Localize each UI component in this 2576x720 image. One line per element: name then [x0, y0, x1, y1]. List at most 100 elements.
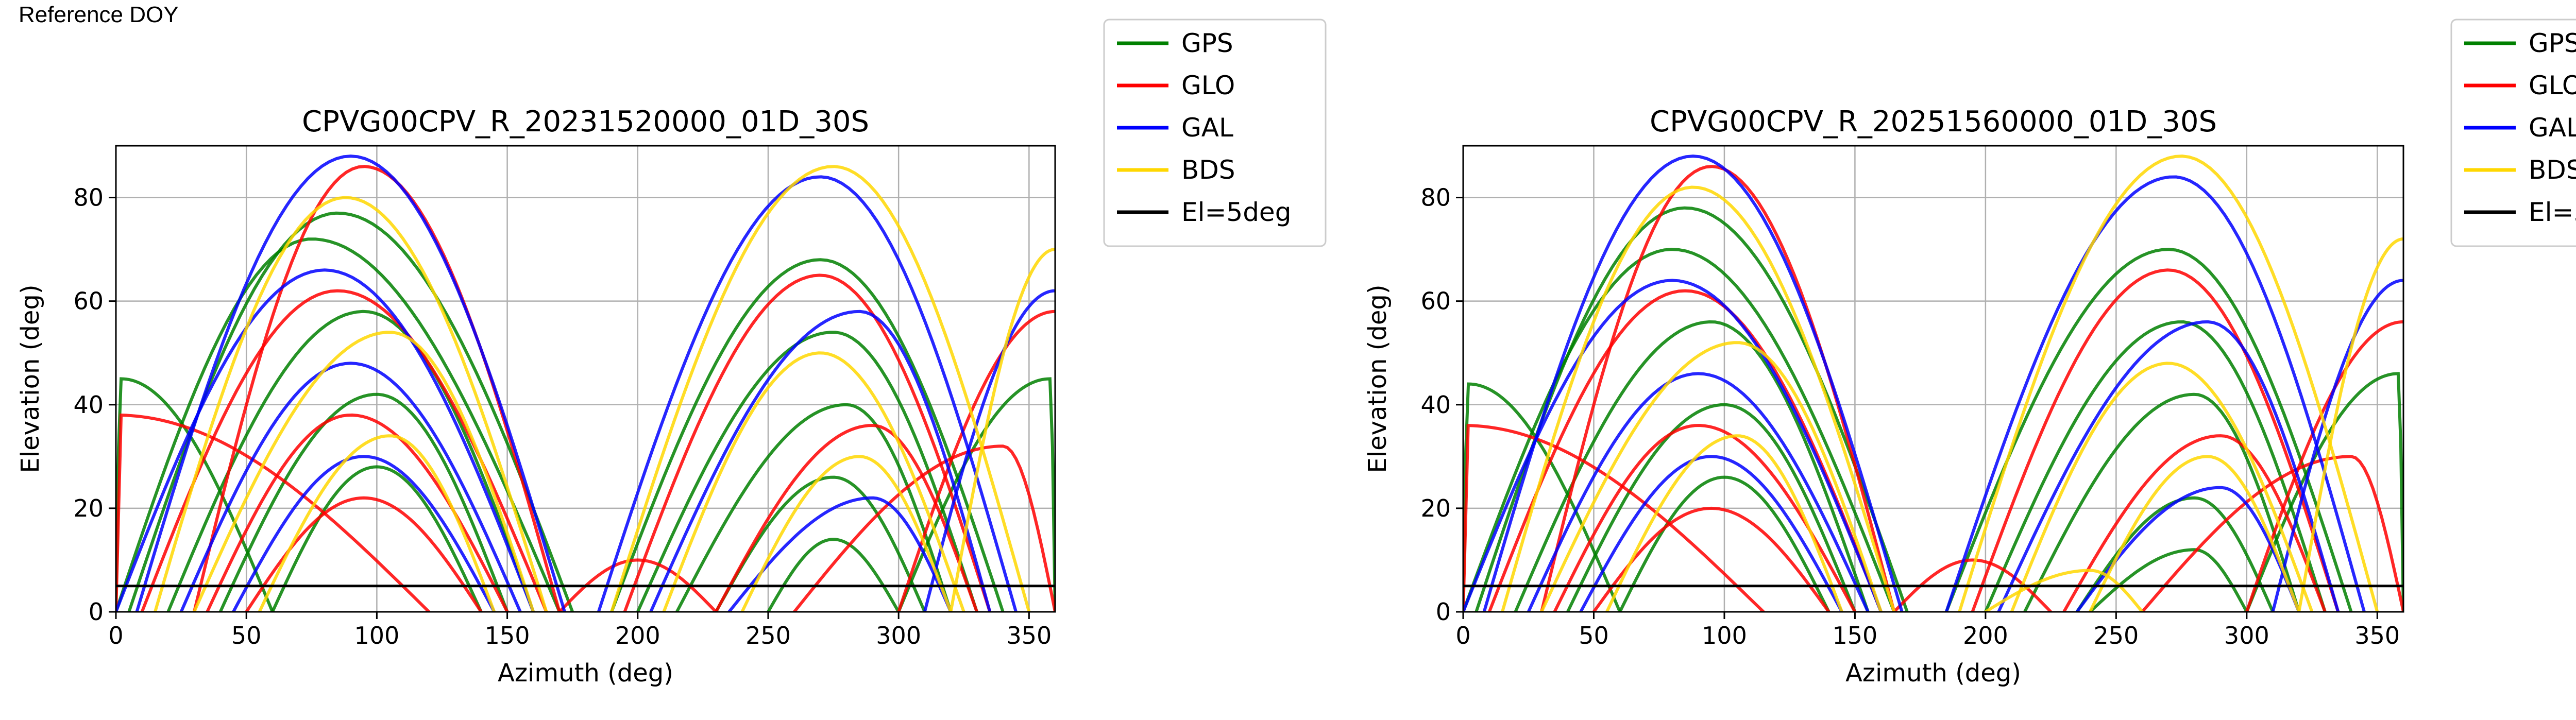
satellite-track — [714, 423, 979, 612]
x-tick-label: 0 — [1455, 622, 1470, 649]
x-tick-label: 200 — [615, 622, 660, 649]
plot-frame — [115, 145, 1056, 613]
y-tick-label: 40 — [73, 391, 104, 419]
satellite-track — [192, 331, 535, 612]
x-axis-label: Azimuth (deg) — [498, 659, 673, 688]
satellite-track — [610, 258, 1005, 612]
legend-label: El=5deg — [1181, 197, 1291, 227]
y-tick-label: 20 — [73, 494, 104, 522]
satellite-track — [2088, 548, 2248, 612]
satellite-track — [1984, 320, 2327, 612]
x-tick-label: 100 — [354, 622, 399, 649]
y-tick-label: 20 — [1420, 494, 1451, 522]
series-gal — [116, 155, 1055, 612]
satellite-track — [2271, 279, 2403, 612]
chart-title: CPVG00CPV_R_20231520000_01D_30S — [302, 105, 869, 139]
legend: GPS GLO GAL BDS El=5deg — [2450, 19, 2576, 247]
satellite-track — [1482, 155, 1904, 612]
x-tick-label: 200 — [1963, 622, 2008, 649]
y-tick-label: 60 — [1420, 287, 1451, 315]
satellite-track — [923, 289, 1055, 612]
x-tick-label: 300 — [2224, 622, 2269, 649]
plot-frame — [1462, 145, 2404, 613]
satellite-track — [1579, 455, 1844, 612]
plot-area — [116, 155, 1055, 612]
legend-label: GLO — [2529, 71, 2576, 100]
satellite-track — [675, 403, 953, 612]
satellite-track — [623, 273, 992, 612]
series-glo — [116, 165, 1055, 612]
y-tick-label: 0 — [1436, 598, 1451, 626]
satellite-track — [1971, 268, 2340, 612]
satellite-track — [662, 351, 965, 612]
satellite-track — [740, 455, 953, 612]
chart-title: CPVG00CPV_R_20251560000_01D_30S — [1650, 105, 2217, 139]
x-tick-label: 50 — [231, 622, 262, 649]
series-bds — [1501, 155, 2403, 612]
x-axis-label: Azimuth (deg) — [1845, 659, 2021, 688]
legend-label: GPS — [1181, 28, 1233, 58]
satellite-track — [1540, 165, 1896, 612]
legend: GPS GLO GAL BDS El=5deg — [1103, 19, 1327, 247]
satellite-track — [2088, 455, 2301, 612]
satellite-track — [1487, 289, 1883, 612]
x-tick-label: 50 — [1579, 622, 1609, 649]
satellite-track — [2023, 392, 2301, 612]
legend-label: BDS — [2529, 155, 2576, 185]
series-bds — [154, 165, 1055, 612]
satellite-track — [1463, 279, 1883, 612]
satellite-track — [1618, 475, 1831, 612]
series-gps — [116, 211, 1055, 612]
y-axis-label: Elevation (deg) — [16, 284, 45, 473]
series-gps — [1463, 206, 2403, 612]
skyplot-2025: 0 50 100 150 200 250 300 350 0 20 40 60 80 CPVG00CPV_… — [1363, 19, 2576, 688]
y-tick-label: 80 — [73, 184, 104, 212]
legend-label: GAL — [1181, 113, 1233, 143]
x-tick-label: 100 — [1702, 622, 1747, 649]
legend-label: BDS — [1181, 155, 1235, 185]
legend-box — [2450, 19, 2576, 247]
legend-label: GLO — [1181, 71, 1235, 100]
satellite-track — [1501, 185, 1896, 612]
satellite-track — [1605, 434, 1844, 612]
satellite-track — [154, 196, 548, 612]
satellite-track — [116, 413, 431, 612]
satellite-track — [649, 310, 992, 612]
satellite-track — [636, 331, 979, 612]
x-tick-label: 250 — [2093, 622, 2139, 649]
satellite-track — [727, 496, 953, 612]
satellite-track — [1463, 248, 1896, 612]
legend-box — [1103, 19, 1327, 247]
satellite-track — [231, 455, 496, 612]
satellite-track — [1463, 382, 1622, 612]
satellite-track — [270, 465, 483, 612]
x-tick-label: 350 — [1006, 622, 1052, 649]
x-tick-label: 350 — [2354, 622, 2400, 649]
satellite-track — [597, 175, 1018, 612]
satellite-track — [1944, 175, 2366, 612]
corner-note: Reference DOY — [19, 2, 179, 27]
y-tick-label: 80 — [1420, 184, 1451, 212]
x-tick-label: 150 — [485, 622, 530, 649]
x-tick-label: 300 — [876, 622, 921, 649]
x-tick-label: 150 — [1833, 622, 1878, 649]
x-tick-label: 250 — [745, 622, 791, 649]
satellite-track — [1463, 423, 1765, 612]
y-tick-label: 60 — [73, 287, 104, 315]
satellite-track — [116, 377, 274, 612]
skyplot-2023: 0 50 100 150 200 250 300 350 0 20 40 60 80 CPVG00CPV_… — [16, 19, 1327, 688]
satellite-track — [218, 392, 509, 612]
satellite-track — [792, 444, 1055, 612]
satellite-track — [116, 268, 535, 612]
satellite-track — [1566, 403, 1857, 612]
satellite-track — [1527, 372, 1870, 612]
legend-label: GPS — [2529, 28, 2576, 58]
y-tick-label: 40 — [1420, 391, 1451, 419]
y-tick-label: 0 — [89, 598, 104, 626]
y-axis-label: Elevation (deg) — [1363, 284, 1392, 473]
satellite-track — [1958, 155, 2379, 612]
satellite-track — [116, 237, 561, 612]
satellite-track — [127, 211, 574, 612]
satellite-track — [949, 248, 1055, 612]
